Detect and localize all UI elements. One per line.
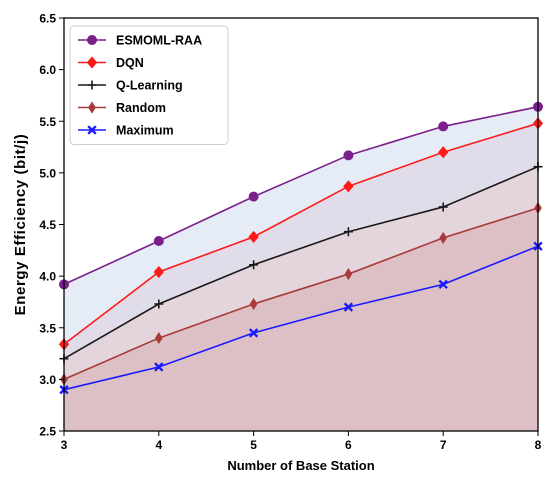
data-point: [154, 332, 163, 345]
data-point: [154, 299, 164, 309]
data-point: [248, 328, 259, 338]
x-tick-label: 3: [61, 438, 68, 452]
y-tick-label: 6.0: [39, 63, 56, 77]
data-point: [343, 150, 354, 161]
data-point: [344, 267, 353, 281]
data-point: [248, 230, 259, 243]
data-point: [248, 191, 259, 202]
legend-box: [69, 25, 229, 145]
x-tick-label: 6: [345, 438, 352, 452]
data-point: [438, 202, 448, 212]
area-fills: [64, 106, 538, 432]
y-tick-label: 3.0: [39, 373, 56, 387]
data-point: [343, 302, 354, 312]
data-point: [154, 362, 164, 372]
y-tick-label: 4.5: [39, 218, 56, 232]
y-tick-label: 6.5: [39, 12, 56, 26]
x-axis-label: Number of Base Station: [227, 458, 374, 473]
legend-marker: [86, 56, 98, 69]
series-line-2: [63, 122, 539, 345]
legend-marker: [87, 80, 97, 90]
data-point: [439, 231, 448, 244]
x-axis-ticks: 3 4 5 6 7 8: [61, 431, 542, 452]
data-point: [438, 146, 449, 159]
y-tick-label: 5.0: [39, 166, 56, 180]
y-axis-ticks: 2.5 3.0 3.5 4.0 4.5 5.0 5.5 6.0 6.5: [39, 12, 64, 439]
data-point: [153, 265, 164, 279]
y-axis-label: Energy Efficiency (bit/j): [12, 134, 29, 316]
y-tick-label: 2.5: [39, 425, 56, 439]
series-markers: [58, 101, 544, 395]
data-point: [153, 236, 164, 247]
series-line-3: [63, 165, 539, 360]
data-point: [249, 260, 259, 270]
legend-label: DQN: [116, 56, 144, 70]
data-point: [343, 180, 354, 193]
legend-marker: [87, 35, 97, 45]
legend: ESMOML-RAA DQN Q-Learning Random Maximum: [69, 25, 229, 145]
x-tick-label: 7: [440, 438, 447, 452]
area-fill-5: [64, 246, 538, 431]
legend-label: Random: [116, 101, 166, 115]
data-point: [343, 227, 353, 237]
legend-marker: [88, 101, 96, 114]
series-lines: [63, 106, 539, 391]
x-tick-label: 4: [155, 438, 162, 452]
data-point: [249, 297, 258, 311]
y-tick-label: 3.5: [39, 321, 56, 335]
data-point: [438, 121, 449, 132]
series-line-1: [63, 106, 539, 286]
legend-label: Maximum: [116, 124, 174, 138]
legend-label: Q-Learning: [116, 79, 183, 93]
series-line-4: [63, 207, 539, 381]
x-tick-label: 8: [535, 438, 542, 452]
series-line-5: [63, 245, 539, 391]
data-point: [438, 279, 448, 290]
legend-marker: [87, 125, 97, 135]
y-tick-label: 4.0: [39, 270, 56, 284]
legend-label: ESMOML-RAA: [116, 34, 202, 48]
y-tick-label: 5.5: [39, 115, 56, 129]
x-tick-label: 5: [250, 438, 257, 452]
